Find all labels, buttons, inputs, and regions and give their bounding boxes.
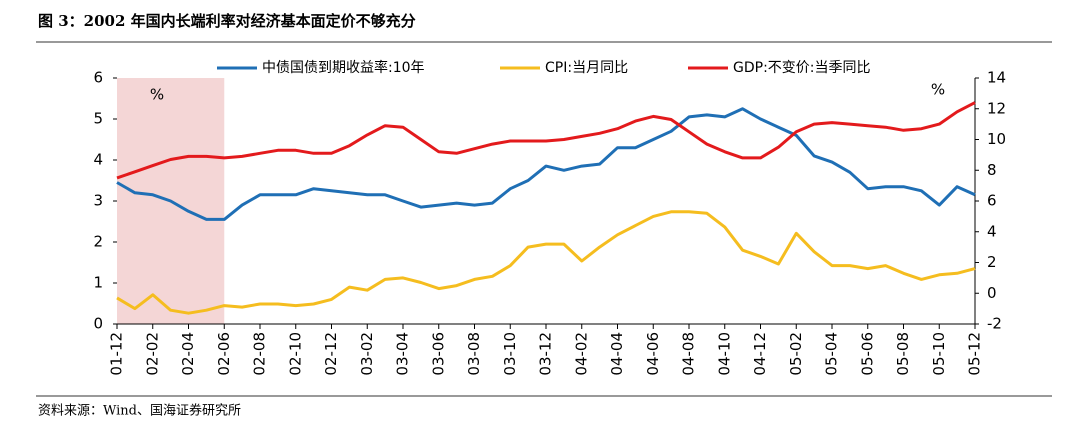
x-tick-label: 04-12 bbox=[751, 332, 769, 376]
x-tick-label: 05-04 bbox=[823, 332, 841, 376]
chart-title: 图 3：2002 年国内长端利率对经济基本面定价不够充分 bbox=[38, 12, 416, 30]
x-tick-label: 04-04 bbox=[608, 332, 626, 376]
y2-tick-label: 4 bbox=[987, 222, 997, 240]
series-line bbox=[116, 210, 976, 315]
x-tick-label: 03-02 bbox=[358, 332, 376, 376]
x-tick-label: 02-08 bbox=[251, 332, 269, 376]
y-tick-label: 3 bbox=[93, 192, 103, 210]
y2-tick-label: 12 bbox=[987, 99, 1006, 117]
x-tick-label: 02-02 bbox=[143, 332, 161, 376]
x-tick-label: 05-08 bbox=[894, 332, 912, 376]
legend-label: CPI:当月同比 bbox=[545, 60, 628, 76]
y2-tick-label: 8 bbox=[987, 161, 997, 179]
x-tick-label: 03-12 bbox=[537, 332, 555, 376]
x-tick-label: 02-04 bbox=[179, 332, 197, 376]
legend-label: GDP:不变价:当季同比 bbox=[733, 60, 871, 76]
y-tick-label: 6 bbox=[93, 69, 103, 87]
x-tick-label: 04-10 bbox=[715, 332, 733, 376]
y2-tick-label: 2 bbox=[987, 253, 997, 271]
x-tick-label: 03-10 bbox=[501, 332, 519, 376]
y2-tick-label: 14 bbox=[987, 69, 1006, 87]
y-tick-label: 2 bbox=[93, 233, 103, 251]
y-tick-label: 4 bbox=[93, 151, 103, 169]
x-tick-label: 05-06 bbox=[858, 332, 876, 376]
x-tick-label: 02-06 bbox=[215, 332, 233, 376]
x-tick-label: 04-06 bbox=[644, 332, 662, 376]
y-tick-label: 1 bbox=[93, 274, 103, 292]
source: 资料来源：Wind、国海证券研究所 bbox=[38, 403, 241, 419]
x-tick-label: 03-08 bbox=[465, 332, 483, 376]
legend-label: 中债国债到期收益率:10年 bbox=[262, 59, 425, 76]
x-tick-label: 04-02 bbox=[572, 332, 590, 376]
x-tick-label: 05-12 bbox=[966, 332, 984, 376]
y2-tick-label: 6 bbox=[987, 192, 997, 210]
x-tick-label: 02-10 bbox=[286, 332, 304, 376]
series-line bbox=[116, 101, 976, 180]
series-line bbox=[116, 107, 976, 221]
x-tick-label: 05-02 bbox=[787, 332, 805, 376]
x-tick-label: 03-06 bbox=[429, 332, 447, 376]
y-tick-label: 0 bbox=[93, 315, 103, 333]
y2-tick-label: -2 bbox=[987, 315, 1002, 333]
y-unit: % bbox=[150, 86, 164, 104]
x-tick-label: 01-12 bbox=[108, 332, 126, 376]
x-tick-label: 02-12 bbox=[322, 332, 340, 376]
x-tick-label: 05-10 bbox=[930, 332, 948, 376]
y-tick-label: 5 bbox=[93, 110, 103, 128]
y2-unit: % bbox=[931, 81, 945, 99]
x-tick-label: 03-04 bbox=[394, 332, 412, 376]
x-tick-label: 04-08 bbox=[680, 332, 698, 376]
y2-tick-label: 10 bbox=[987, 130, 1006, 148]
y2-tick-label: 0 bbox=[987, 284, 997, 302]
